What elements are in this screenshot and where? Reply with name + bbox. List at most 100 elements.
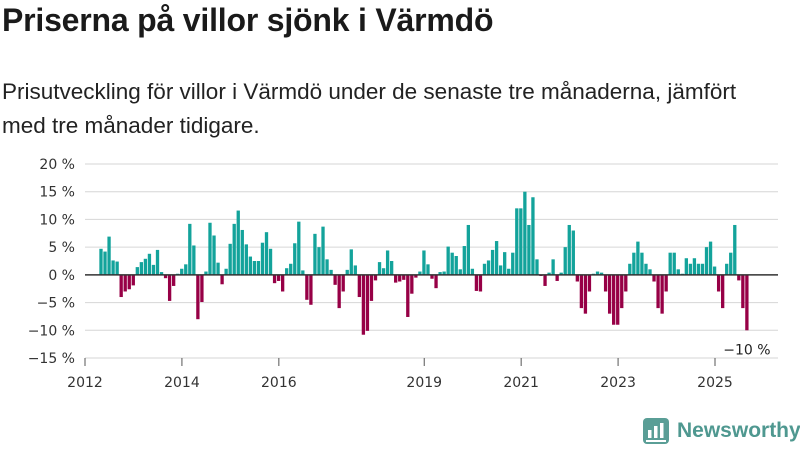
bar-positive [240, 229, 244, 275]
bar-positive [704, 247, 709, 275]
bar-positive [321, 226, 325, 275]
bar-positive [159, 272, 164, 275]
bar-negative [167, 274, 172, 301]
bar-positive [248, 256, 253, 275]
bar-negative [394, 274, 398, 283]
bar-positive [252, 261, 257, 275]
bar-negative [474, 274, 479, 291]
x-tick-label: 2014 [164, 375, 200, 391]
bar-negative [309, 274, 313, 305]
bar-positive [644, 263, 648, 275]
bar-positive [636, 241, 640, 275]
bar-positive [115, 261, 119, 275]
y-tick-label: −15 % [28, 351, 75, 367]
bar-positive [180, 268, 184, 275]
bar-positive [317, 247, 321, 275]
bar-negative [369, 274, 374, 301]
bar-positive [325, 259, 329, 275]
bar-positive [696, 263, 701, 275]
bar-positive [385, 250, 390, 275]
bar-negative [652, 274, 656, 282]
bar-negative [624, 274, 628, 292]
bar-positive [256, 261, 261, 275]
bar-positive [99, 248, 103, 275]
bar-negative [478, 274, 483, 292]
bar-positive [426, 264, 430, 275]
bar-positive [446, 246, 450, 275]
bar-positive [301, 270, 305, 275]
brand-logo[interactable]: Newsworthy [643, 418, 800, 444]
bar-positive [668, 252, 672, 275]
bar-positive [531, 197, 535, 275]
bar-positive [494, 241, 499, 275]
bar-negative [357, 274, 362, 298]
bar-positive [547, 272, 551, 275]
bar-negative [414, 274, 418, 278]
bar-positive [353, 265, 357, 275]
y-tick-label: −10 % [28, 323, 75, 339]
bar-positive [648, 269, 652, 275]
bar-positive [244, 244, 248, 275]
bar-positive [692, 258, 697, 275]
newsworthy-logo-icon [643, 418, 669, 444]
bar-positive [422, 250, 426, 275]
bar-positive [212, 235, 216, 275]
bar-positive [688, 263, 693, 275]
bar-positive [216, 262, 220, 275]
x-tick-label: 2016 [261, 375, 297, 391]
bar-negative [196, 274, 200, 320]
bar-positive [155, 249, 160, 275]
bar-positive [151, 264, 156, 275]
bar-negative [280, 274, 285, 292]
bar-positive [595, 271, 600, 275]
x-tick-label: 2025 [697, 375, 733, 391]
bar-positive [345, 269, 349, 275]
bar-positive [482, 263, 487, 275]
bar-negative [616, 274, 620, 325]
bar-positive [700, 263, 705, 275]
bar-positive [599, 272, 604, 275]
bar-positive [260, 242, 265, 275]
bar-negative [587, 274, 592, 292]
bar-positive [523, 191, 527, 275]
y-tick-label: 10 % [39, 212, 75, 228]
bar-negative [430, 274, 434, 279]
y-tick-label: 5 % [48, 240, 75, 256]
bar-positive [139, 262, 144, 275]
last-value-label: −10 % [723, 342, 770, 358]
bar-positive [571, 230, 575, 275]
x-tick-label: 2019 [406, 375, 442, 391]
bar-positive [507, 268, 511, 275]
chart-subtitle: Prisutveckling för villor i Värmdö under… [2, 79, 737, 138]
bar-positive [729, 252, 733, 275]
bar-negative [603, 274, 608, 292]
chart-title: Priserna på villor sjönk i Värmdö [2, 2, 494, 38]
bar-positive [418, 271, 422, 275]
bar-positive [236, 210, 240, 275]
bar-positive [725, 263, 729, 275]
bar-negative [721, 274, 725, 309]
bar-positive [458, 269, 462, 275]
bar-positive [442, 271, 446, 275]
y-tick-label: 0 % [48, 268, 75, 284]
bar-positive [297, 221, 301, 275]
bar-positive [232, 223, 236, 275]
bar-positive [515, 208, 519, 275]
bar-negative [660, 274, 664, 314]
bar-negative [341, 274, 345, 292]
bar-positive [208, 222, 212, 275]
bar-negative [373, 274, 378, 281]
bar-positive [640, 252, 644, 275]
bar-positive [498, 265, 503, 275]
bar-negative [200, 274, 204, 303]
bar-negative [333, 274, 337, 285]
bar-positive [188, 223, 192, 275]
bar-negative [163, 274, 168, 279]
bar-positive [490, 249, 495, 275]
bar-positive [289, 263, 293, 275]
bar-positive [438, 272, 442, 275]
x-axis-ticks: 2012 2014 2016 2019 2021 2023 2025 [67, 358, 733, 391]
bar-positive [733, 224, 737, 275]
bar-negative [612, 274, 616, 325]
